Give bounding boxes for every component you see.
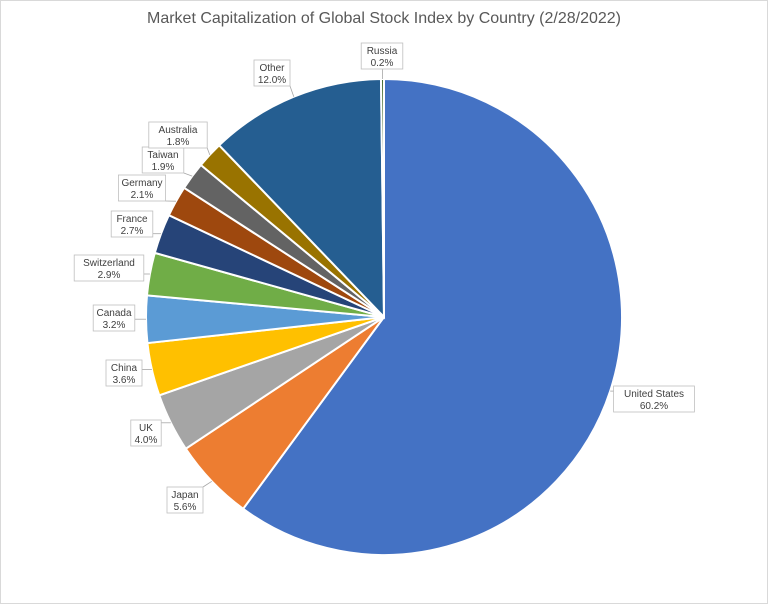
data-label-name: United States xyxy=(624,389,684,400)
chart-title: Market Capitalization of Global Stock In… xyxy=(146,10,622,27)
data-label-name: Australia xyxy=(159,125,198,136)
pie-slice-united-states xyxy=(241,77,623,556)
data-label-name: Germany xyxy=(121,178,162,189)
data-label-box xyxy=(130,419,162,447)
data-label-box xyxy=(613,385,695,413)
data-label-name: Russia xyxy=(367,46,398,57)
data-label-name: France xyxy=(116,214,148,225)
data-label-name: UK xyxy=(139,423,153,434)
data-label-box xyxy=(73,254,145,282)
data-label-value: 0.2% xyxy=(371,58,394,69)
data-label-value: 1.9% xyxy=(152,162,175,173)
data-label-box xyxy=(118,174,167,202)
data-label-box xyxy=(105,359,143,387)
data-label-box xyxy=(253,59,291,87)
data-label-box xyxy=(360,42,404,70)
leader-line xyxy=(183,172,193,177)
data-label-value: 4.0% xyxy=(135,435,158,446)
data-label-value: 5.6% xyxy=(174,502,197,513)
data-label-name: Taiwan xyxy=(147,150,178,161)
data-label-value: 2.7% xyxy=(121,226,144,237)
data-label-value: 1.8% xyxy=(167,137,190,148)
data-label-box xyxy=(110,210,154,238)
data-label-value: 3.6% xyxy=(113,375,136,386)
leader-line xyxy=(206,147,211,156)
data-label-name: China xyxy=(111,363,138,374)
data-label-name: Other xyxy=(259,63,285,74)
data-label-box xyxy=(141,146,185,174)
data-label-value: 2.9% xyxy=(98,270,121,281)
data-label-box xyxy=(92,304,136,332)
data-label-value: 60.2% xyxy=(640,401,668,412)
leader-line xyxy=(202,480,213,488)
pie-slice-russia xyxy=(380,77,385,318)
data-label-box xyxy=(166,486,204,514)
data-label-name: Switzerland xyxy=(83,258,135,269)
data-label-name: Canada xyxy=(96,308,131,319)
data-label-value: 2.1% xyxy=(131,190,154,201)
leader-line xyxy=(289,85,295,97)
data-label-box xyxy=(148,121,208,149)
data-label-value: 12.0% xyxy=(258,75,286,86)
data-label-value: 3.2% xyxy=(103,320,126,331)
data-label-name: Japan xyxy=(171,490,198,501)
